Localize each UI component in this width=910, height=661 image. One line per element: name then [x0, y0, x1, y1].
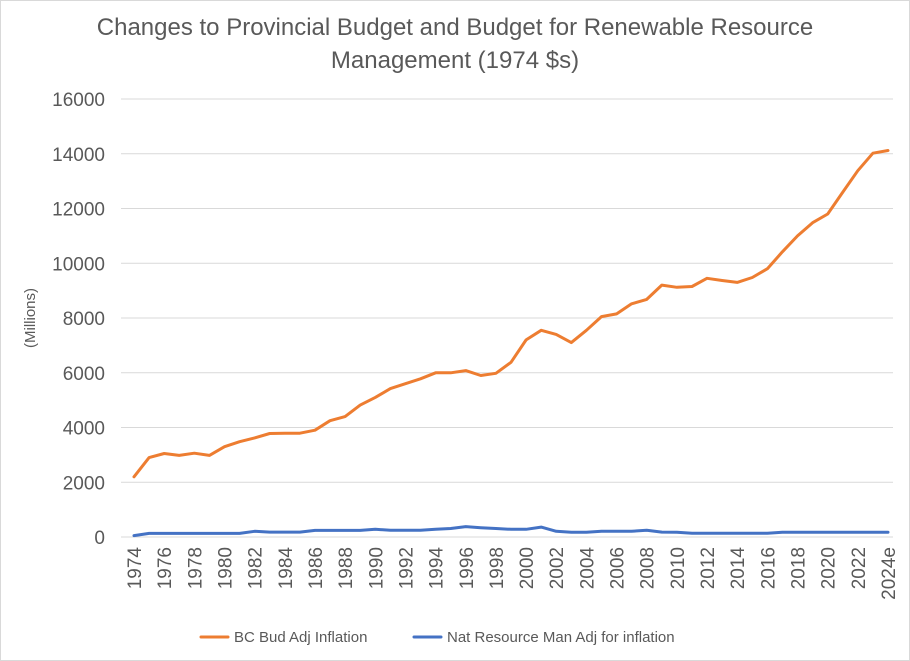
x-tick-label: 2004	[577, 547, 598, 590]
x-axis-ticks: 1974 1976 1978 1980 1982 1984 1986 1988 1990 1992…	[125, 547, 900, 600]
x-tick-label: 2010	[668, 547, 689, 589]
chart-title-line-1: Changes to Provincial Budget and Budget …	[97, 14, 813, 41]
legend-label-1: Nat Resource Man Adj for inflation	[447, 629, 675, 646]
chart-title-line-2: Management (1974 $s)	[331, 47, 579, 74]
x-tick-label: 1976	[155, 547, 176, 589]
y-axis-label: (Millions)	[22, 288, 39, 348]
y-tick-label: 12000	[52, 200, 105, 221]
x-tick-label: 2016	[758, 547, 779, 589]
y-tick-label: 16000	[52, 90, 105, 111]
y-tick-label: 8000	[63, 309, 105, 330]
x-tick-label: 2008	[638, 547, 659, 589]
x-tick-label: 1980	[215, 547, 236, 589]
x-tick-label: 1994	[427, 547, 448, 590]
x-tick-label: 2024e	[879, 547, 900, 600]
x-tick-label: 2014	[728, 547, 749, 590]
x-tick-label: 2012	[698, 547, 719, 589]
x-tick-label: 1992	[396, 547, 417, 589]
x-tick-label: 2000	[517, 547, 538, 589]
x-tick-label: 1974	[125, 547, 146, 590]
x-tick-label: 2006	[608, 547, 629, 589]
y-tick-label: 14000	[52, 145, 105, 166]
x-tick-label: 2018	[789, 547, 810, 589]
x-tick-label: 1998	[487, 547, 508, 589]
x-tick-label: 1988	[336, 547, 357, 589]
x-tick-label: 2020	[819, 547, 840, 589]
x-tick-label: 1986	[306, 547, 327, 589]
y-tick-label: 6000	[63, 364, 105, 385]
x-tick-label: 1990	[366, 547, 387, 589]
x-tick-label: 1996	[457, 547, 478, 589]
x-tick-label: 1982	[246, 547, 267, 589]
gridlines	[121, 98, 893, 483]
series-line-0	[132, 149, 890, 479]
x-tick-label: 1978	[185, 547, 206, 589]
y-axis-ticks: 0 2000 4000 6000 8000 10000 12000 14000 16000	[52, 90, 105, 549]
y-tick-label: 2000	[63, 473, 105, 494]
y-tick-label: 4000	[63, 419, 105, 440]
series-line-1	[132, 525, 890, 538]
legend-label-0: BC Bud Adj Inflation	[234, 629, 367, 646]
x-tick-label: 1984	[276, 547, 297, 590]
x-tick-label: 2022	[849, 547, 870, 589]
y-tick-label: 0	[94, 528, 105, 549]
x-tick-label: 2002	[547, 547, 568, 589]
y-tick-label: 10000	[52, 254, 105, 275]
series-lines	[132, 149, 890, 538]
legend: BC Bud Adj Inflation Nat Resource Man Adj…	[199, 629, 675, 646]
